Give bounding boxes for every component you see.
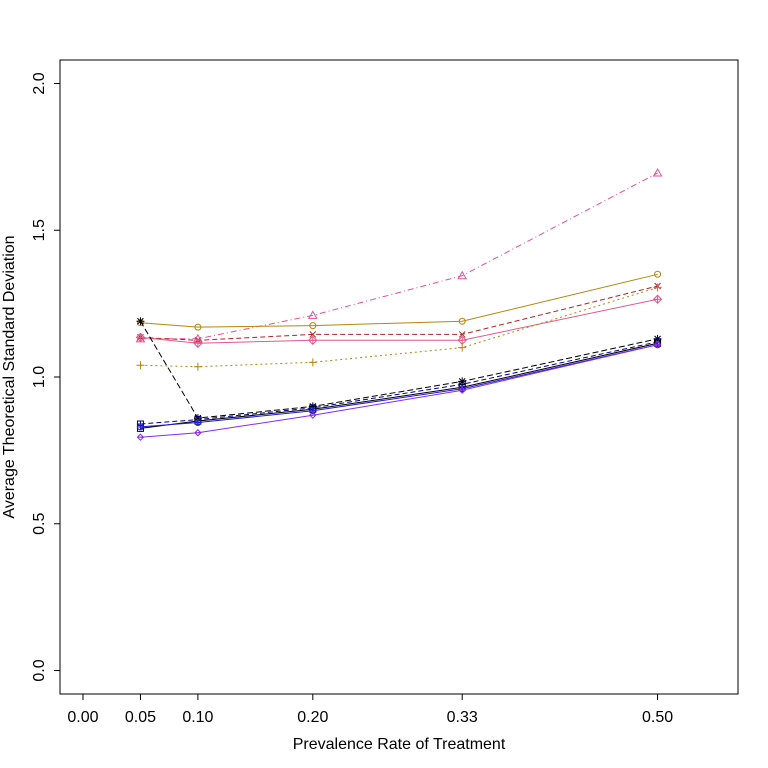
data-point-marker — [309, 411, 317, 419]
data-point-marker — [194, 323, 202, 331]
data-point-marker — [136, 317, 145, 326]
series-line — [140, 285, 658, 341]
series-layer — [135, 167, 663, 441]
data-point-marker — [458, 317, 466, 325]
series-line — [140, 172, 658, 340]
y-axis-title: Average Theoretical Standard Deviation — [1, 235, 18, 518]
data-point-marker — [309, 322, 317, 330]
series-7 — [136, 338, 662, 428]
data-point-marker — [653, 283, 662, 292]
data-point-marker — [136, 423, 144, 431]
y-tick-label: 1.5 — [31, 219, 48, 241]
series-line — [140, 298, 658, 344]
x-tick-label: 0.33 — [447, 709, 478, 726]
data-point-marker — [136, 361, 145, 370]
data-point-marker — [136, 433, 145, 441]
x-tick-label: 0.20 — [297, 709, 328, 726]
series-4 — [135, 294, 663, 348]
data-point-marker — [652, 294, 663, 304]
series-line — [140, 341, 658, 425]
series-5 — [136, 283, 662, 371]
series-line — [140, 287, 658, 368]
x-tick-label: 0.10 — [182, 709, 213, 726]
data-point-marker — [309, 331, 317, 338]
data-point-marker — [193, 338, 203, 348]
data-point-marker — [308, 358, 317, 367]
data-point-marker — [307, 310, 318, 319]
y-tick-label: 0.5 — [31, 513, 48, 535]
data-point-marker — [193, 362, 202, 371]
data-point-marker — [194, 429, 202, 437]
x-axis: 0.00 0.05 0.10 0.20 0.33 0.50 — [67, 693, 673, 726]
x-tick-label: 0.00 — [67, 709, 98, 726]
data-point-marker — [308, 335, 318, 346]
data-point-marker — [458, 386, 466, 394]
x-axis-title: Prevalence Rate of Treatment — [293, 736, 506, 753]
series-2 — [136, 270, 662, 331]
series-1 — [135, 167, 663, 343]
series-line — [140, 344, 658, 428]
series-line — [139, 320, 658, 419]
data-point-marker — [458, 343, 467, 352]
data-point-marker — [654, 270, 662, 278]
series-line — [140, 273, 658, 328]
y-tick-label: 0.0 — [31, 659, 48, 681]
y-tick-label: 2.0 — [31, 72, 48, 94]
y-axis: 0.0 0.5 1.0 1.5 2.0 — [31, 72, 61, 682]
plot-frame — [59, 59, 739, 695]
x-tick-label: 0.05 — [125, 709, 156, 726]
x-tick-label: 0.50 — [642, 709, 673, 726]
data-point-marker — [653, 341, 662, 349]
data-point-marker — [135, 332, 146, 343]
series-10 — [136, 341, 662, 441]
data-point-marker — [457, 270, 468, 280]
data-point-marker — [194, 419, 202, 426]
series-line — [140, 344, 658, 438]
data-point-marker — [652, 167, 663, 177]
series-6 — [136, 317, 662, 423]
data-point-marker — [458, 331, 466, 338]
y-tick-label: 1.0 — [31, 366, 48, 388]
